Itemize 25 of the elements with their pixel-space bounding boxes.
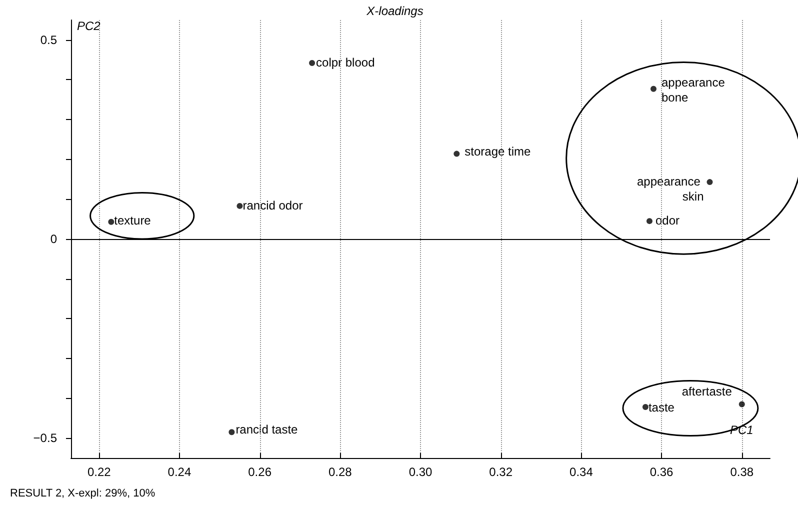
x-tick-label: 0.36 [650, 465, 674, 479]
y-tick-label: −0.5 [33, 431, 58, 446]
annotation: odor [655, 214, 680, 228]
text: RESULT 2, X-expl: 29%, 10% [10, 488, 156, 500]
annotation: aftertaste [682, 384, 732, 399]
x-tick-label: 0.30 [408, 465, 432, 479]
annotation: appearance bone [662, 75, 728, 104]
x-tick-label: 0.32 [489, 465, 513, 479]
x-tick-label: 0.28 [328, 465, 352, 479]
x-tick-label: 0.22 [87, 465, 112, 479]
annotation: rancid odor [242, 198, 303, 212]
annotation: texture [114, 213, 152, 228]
x-tick-label: 0.26 [248, 465, 272, 479]
x-tick-label: 0.34 [570, 465, 594, 479]
annotation: taste [648, 400, 675, 415]
y-tick-label: 0.5 [40, 32, 58, 47]
y-axis-title: PC2 [77, 19, 101, 33]
annotation: rancid taste [236, 422, 298, 437]
x-tick-label: 0.38 [730, 465, 754, 479]
annotation: colpr blood [316, 56, 375, 70]
x-tick-label: 0.24 [168, 465, 192, 479]
y-tick-label: 0 [50, 232, 58, 246]
annotation: storage time [464, 144, 532, 158]
annotation: appearance skin [637, 174, 704, 204]
chart-title: X-loadings [366, 4, 424, 18]
